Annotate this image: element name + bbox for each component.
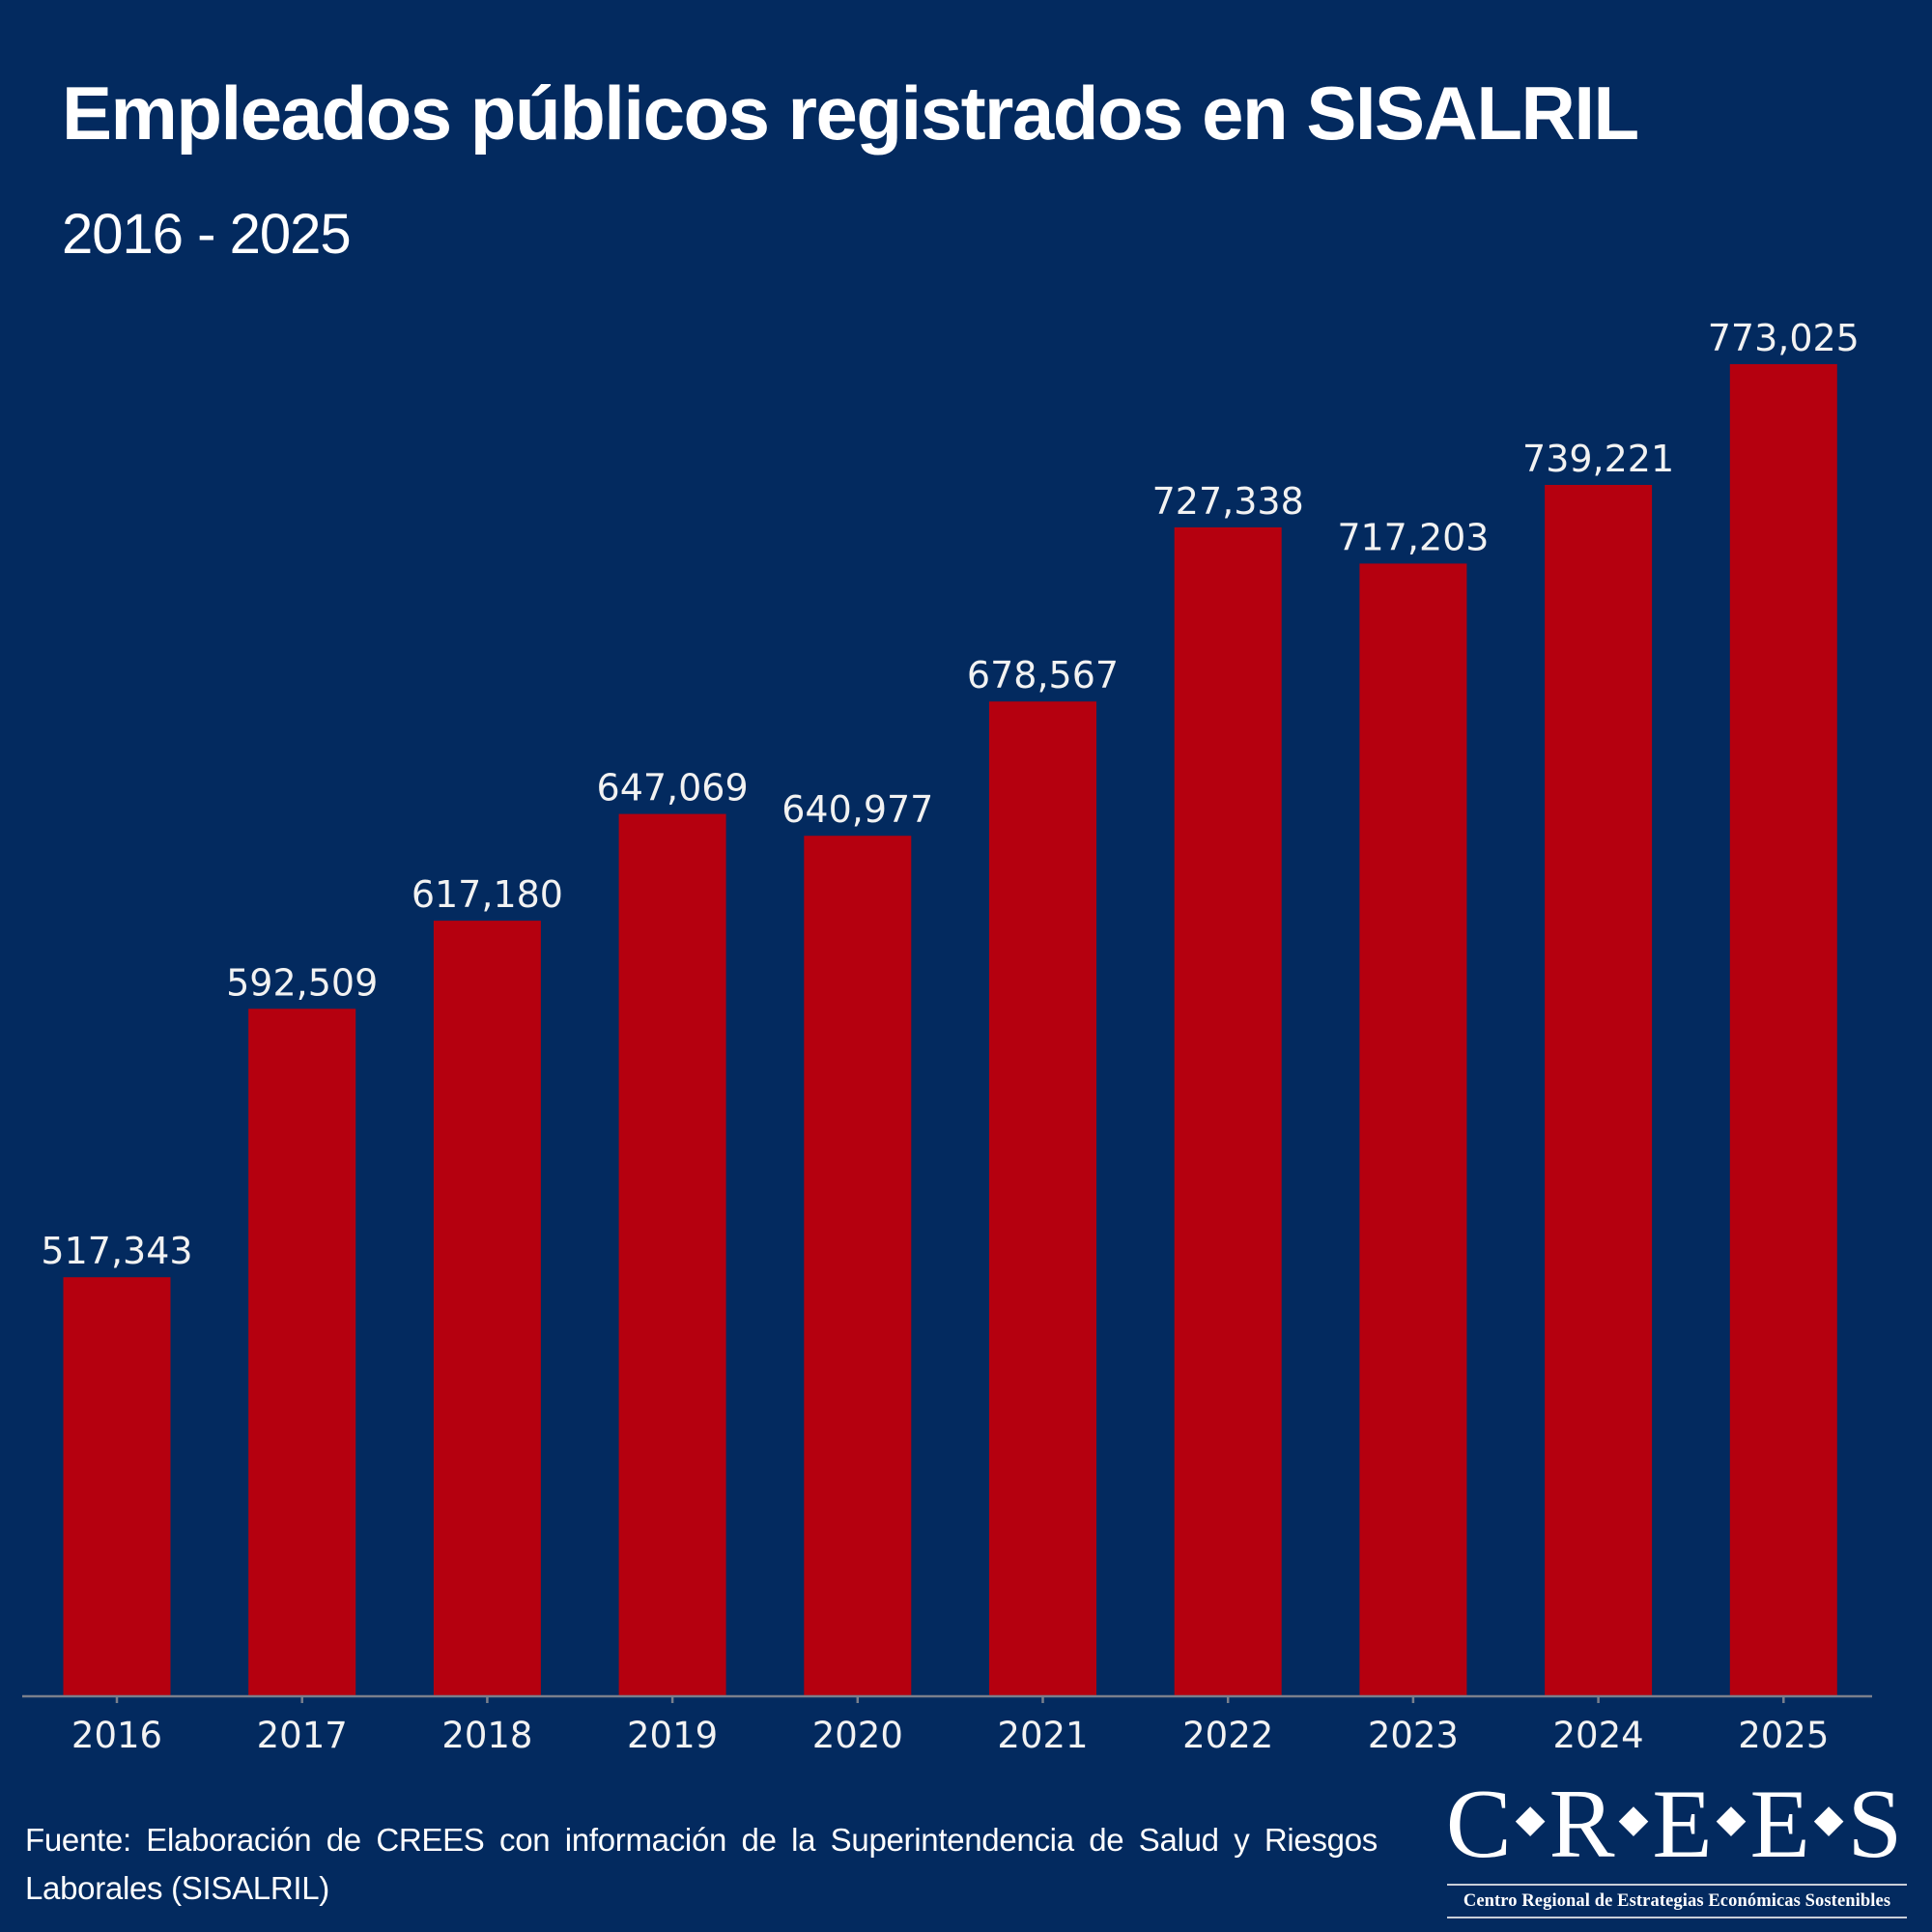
category-label-2017: 2017 bbox=[257, 1715, 348, 1756]
bar-2016 bbox=[63, 1277, 171, 1696]
logo-letter: C bbox=[1445, 1770, 1514, 1879]
value-label-2018: 617,180 bbox=[412, 873, 563, 916]
x-axis-ticks bbox=[115, 1696, 1785, 1703]
logo-letter: E bbox=[1749, 1770, 1812, 1879]
bar-chart: 517,343 592,509 617,180 647,069 640,977 678,5… bbox=[22, 317, 1872, 1756]
logo-letter: R bbox=[1548, 1770, 1617, 1879]
value-label-2021: 678,567 bbox=[967, 654, 1119, 696]
logo-rule-bottom bbox=[1447, 1916, 1907, 1918]
logo-letter: E bbox=[1652, 1770, 1715, 1879]
logo-diamond-dot: ◆ bbox=[1618, 1797, 1651, 1840]
value-label-2023: 717,203 bbox=[1337, 516, 1489, 558]
logo-diamond-dot: ◆ bbox=[1716, 1797, 1748, 1840]
value-label-2019: 647,069 bbox=[597, 767, 749, 810]
logo-tagline: Centro Regional de Estrategias Económica… bbox=[1463, 1891, 1891, 1911]
logo-rule-top bbox=[1447, 1884, 1907, 1886]
chart-subtitle: 2016 - 2025 bbox=[62, 203, 352, 266]
bars-group bbox=[63, 364, 1837, 1697]
category-label-2020: 2020 bbox=[812, 1715, 903, 1756]
logo-diamond-dot: ◆ bbox=[1515, 1797, 1548, 1840]
value-label-2025: 773,025 bbox=[1708, 317, 1860, 359]
x-axis-labels: 2016 2017 2018 2019 2020 2021 2022 2023 2024 2025 bbox=[71, 1715, 1829, 1756]
value-labels-group: 517,343 592,509 617,180 647,069 640,977 678,5… bbox=[41, 317, 1859, 1272]
bar-2023 bbox=[1359, 563, 1467, 1696]
category-label-2023: 2023 bbox=[1368, 1715, 1459, 1756]
value-label-2022: 727,338 bbox=[1152, 480, 1304, 523]
bar-2019 bbox=[618, 813, 726, 1696]
crees-logo: C◆R◆E◆E◆S Centro Regional de Estrategias… bbox=[1446, 1776, 1907, 1918]
value-label-2017: 592,509 bbox=[226, 961, 378, 1004]
category-label-2025: 2025 bbox=[1738, 1715, 1829, 1756]
bar-2017 bbox=[248, 1009, 356, 1696]
bar-2025 bbox=[1729, 364, 1837, 1696]
logo-letter: S bbox=[1847, 1770, 1905, 1879]
chart-title: Empleados públicos registrados en SISALR… bbox=[62, 71, 1639, 156]
value-label-2020: 640,977 bbox=[781, 788, 933, 831]
category-label-2024: 2024 bbox=[1553, 1715, 1644, 1756]
bar-2021 bbox=[989, 701, 1096, 1697]
category-label-2019: 2019 bbox=[627, 1715, 718, 1756]
category-label-2021: 2021 bbox=[997, 1715, 1088, 1756]
category-label-2022: 2022 bbox=[1182, 1715, 1273, 1756]
bar-2018 bbox=[433, 921, 541, 1696]
logo-diamond-dot: ◆ bbox=[1813, 1797, 1846, 1840]
bar-2020 bbox=[804, 836, 912, 1696]
category-label-2018: 2018 bbox=[441, 1715, 532, 1756]
category-label-2016: 2016 bbox=[71, 1715, 162, 1756]
logo-wordmark: C◆R◆E◆E◆S bbox=[1443, 1776, 1907, 1874]
source-note: Fuente: Elaboración de CREES con informa… bbox=[25, 1822, 1378, 1906]
bar-2022 bbox=[1174, 526, 1282, 1696]
value-label-2016: 517,343 bbox=[41, 1230, 192, 1272]
value-label-2024: 739,221 bbox=[1522, 438, 1674, 480]
bar-2024 bbox=[1545, 485, 1653, 1696]
